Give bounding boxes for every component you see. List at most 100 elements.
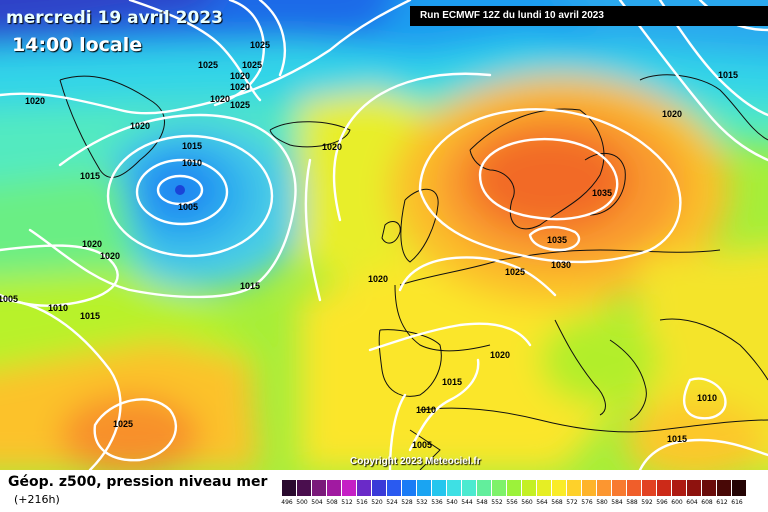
legend-tick-label: 504 (311, 499, 323, 506)
legend-tick-label: 532 (416, 499, 428, 506)
map-footer: Géop. z500, pression niveau mer (+216h) … (0, 470, 768, 512)
legend-tick-label: 576 (581, 499, 593, 506)
legend-swatch (627, 480, 642, 496)
isobar-label: 1035 (592, 188, 612, 198)
isobar-label: 1020 (25, 96, 45, 106)
legend-swatch (402, 480, 417, 496)
legend-swatch (507, 480, 522, 496)
legend-swatch (492, 480, 507, 496)
legend-tick-label: 500 (296, 499, 308, 506)
legend-tick-label: 552 (491, 499, 503, 506)
isobar-label: 1010 (416, 405, 436, 415)
copyright-notice: Copyright 2023 Meteociel.fr (350, 456, 481, 467)
legend-swatch (522, 480, 537, 496)
legend-swatch (312, 480, 327, 496)
legend-tick-label: 528 (401, 499, 413, 506)
legend-tick-label: 612 (716, 499, 728, 506)
legend-tick-label: 512 (341, 499, 353, 506)
isobar-label: 1025 (113, 419, 133, 429)
legend-tick-label: 556 (506, 499, 518, 506)
isobar-label: 1005 (412, 440, 432, 450)
isobar-label: 1010 (48, 303, 68, 313)
legend-tick-label: 588 (626, 499, 638, 506)
isobar-label: 1015 (442, 377, 462, 387)
isobar-label: 1020 (210, 94, 230, 104)
legend-swatch (357, 480, 372, 496)
legend-swatch (567, 480, 582, 496)
legend-tick-label: 600 (671, 499, 683, 506)
isobar-label: 1020 (662, 109, 682, 119)
isobar-label: 1025 (198, 60, 218, 70)
legend-tick-label: 536 (431, 499, 443, 506)
legend-tick-label: 564 (536, 499, 548, 506)
isobar-label: 1025 (230, 100, 250, 110)
legend-swatch (282, 480, 297, 496)
legend-swatch (552, 480, 567, 496)
isobar-label: 1025 (250, 40, 270, 50)
legend-tick-label: 496 (281, 499, 293, 506)
isobars (0, 0, 768, 470)
legend-tick-label: 616 (731, 499, 743, 506)
map-title: Géop. z500, pression niveau mer (8, 474, 268, 490)
legend-swatch (687, 480, 702, 496)
legend-tick-label: 572 (566, 499, 578, 506)
legend-swatch (447, 480, 462, 496)
legend-swatch (372, 480, 387, 496)
legend-tick-label: 592 (641, 499, 653, 506)
legend-tick-label: 568 (551, 499, 563, 506)
isobar-label: 1030 (551, 260, 571, 270)
model-run-label: Run ECMWF 12Z du lundi 10 avril 2023 (410, 6, 768, 26)
legend-swatch (597, 480, 612, 496)
isobar-label: 1020 (322, 142, 342, 152)
legend-tick-label: 608 (701, 499, 713, 506)
isobar-label: 1015 (80, 171, 100, 181)
isobar-label: 1005 (0, 294, 18, 304)
lead-time: (+216h) (14, 493, 60, 506)
low-center-marker (175, 185, 185, 195)
legend-swatch (327, 480, 342, 496)
legend-swatch (702, 480, 717, 496)
isobar-label: 1020 (230, 71, 250, 81)
legend-swatch (642, 480, 657, 496)
legend-swatch (342, 480, 357, 496)
legend-tick-label: 524 (386, 499, 398, 506)
color-scale-legend: 496 500 504 508 512 516 520 524 528 532 536 540 544 5… (281, 480, 747, 508)
isobar-label: 1020 (130, 121, 150, 131)
isobar-label: 1035 (547, 235, 567, 245)
legend-tick-label: 548 (476, 499, 488, 506)
legend-swatch (417, 480, 432, 496)
legend-swatch (462, 480, 477, 496)
isobar-label: 1005 (178, 202, 198, 212)
isobar-label: 1015 (718, 70, 738, 80)
isobar-label: 1015 (182, 141, 202, 151)
legend-swatch (387, 480, 402, 496)
isobar-label: 1025 (505, 267, 525, 277)
isobar-label: 1010 (697, 393, 717, 403)
legend-swatch (477, 480, 492, 496)
legend-swatch (612, 480, 627, 496)
isobar-label: 1015 (667, 434, 687, 444)
legend-tick-label: 580 (596, 499, 608, 506)
legend-swatch (732, 480, 747, 496)
legend-tick-label: 604 (686, 499, 698, 506)
legend-tick-label: 584 (611, 499, 623, 506)
legend-swatch (297, 480, 312, 496)
legend-tick-label: 596 (656, 499, 668, 506)
isobar-label: 1020 (230, 82, 250, 92)
isobar-label: 1025 (242, 60, 262, 70)
legend-tick-label: 560 (521, 499, 533, 506)
legend-swatch (657, 480, 672, 496)
legend-swatch (582, 480, 597, 496)
isobar-label: 1010 (182, 158, 202, 168)
isobar-label: 1020 (368, 274, 388, 284)
legend-tick-label: 520 (371, 499, 383, 506)
legend-tick-label: 540 (446, 499, 458, 506)
legend-tick-label: 544 (461, 499, 473, 506)
legend-tick-label: 516 (356, 499, 368, 506)
legend-tick-label: 508 (326, 499, 338, 506)
legend-swatch (672, 480, 687, 496)
isobar-label: 1015 (240, 281, 260, 291)
isobar-label: 1020 (82, 239, 102, 249)
